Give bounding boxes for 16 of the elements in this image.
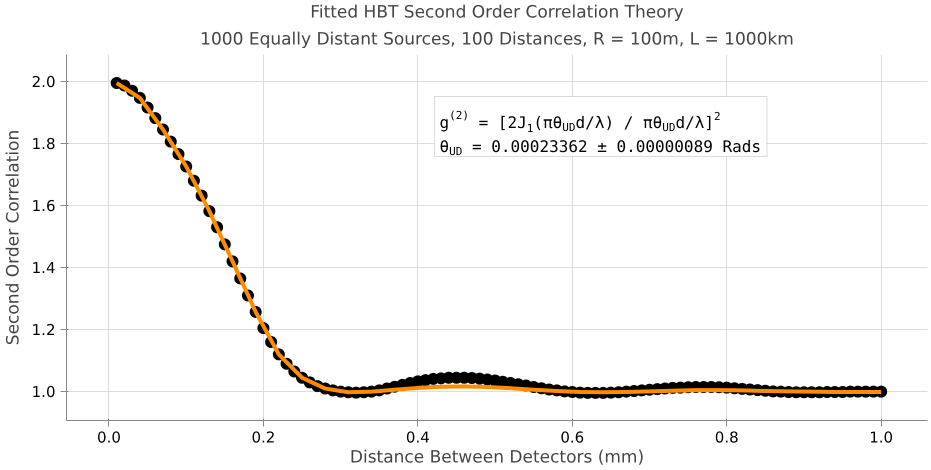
- x-tick-label: 0.8: [714, 428, 739, 446]
- chart-title: Fitted HBT Second Order Correlation Theory: [310, 2, 684, 22]
- x-tick-label: 0.0: [97, 428, 121, 446]
- x-tick-label: 0.4: [406, 428, 430, 446]
- y-tick-label: 1.6: [32, 197, 56, 216]
- y-tick-label: 1.0: [32, 383, 56, 402]
- y-tick-label: 1.8: [32, 135, 56, 154]
- y-tick-label: 1.2: [32, 321, 56, 340]
- x-tick-label: 0.6: [560, 428, 584, 446]
- x-tick-label: 0.2: [251, 428, 276, 446]
- x-tick-label: 1.0: [869, 428, 894, 446]
- y-tick-label: 1.4: [32, 259, 56, 278]
- x-axis-title: Distance Between Detectors (mm): [350, 448, 644, 468]
- chart-subtitle: 1000 Equally Distant Sources, 100 Distances, R = 100m, L = 1000km: [200, 30, 794, 50]
- y-axis-title: Second Order Correlation: [4, 130, 24, 346]
- y-tick-label: 2.0: [32, 72, 56, 91]
